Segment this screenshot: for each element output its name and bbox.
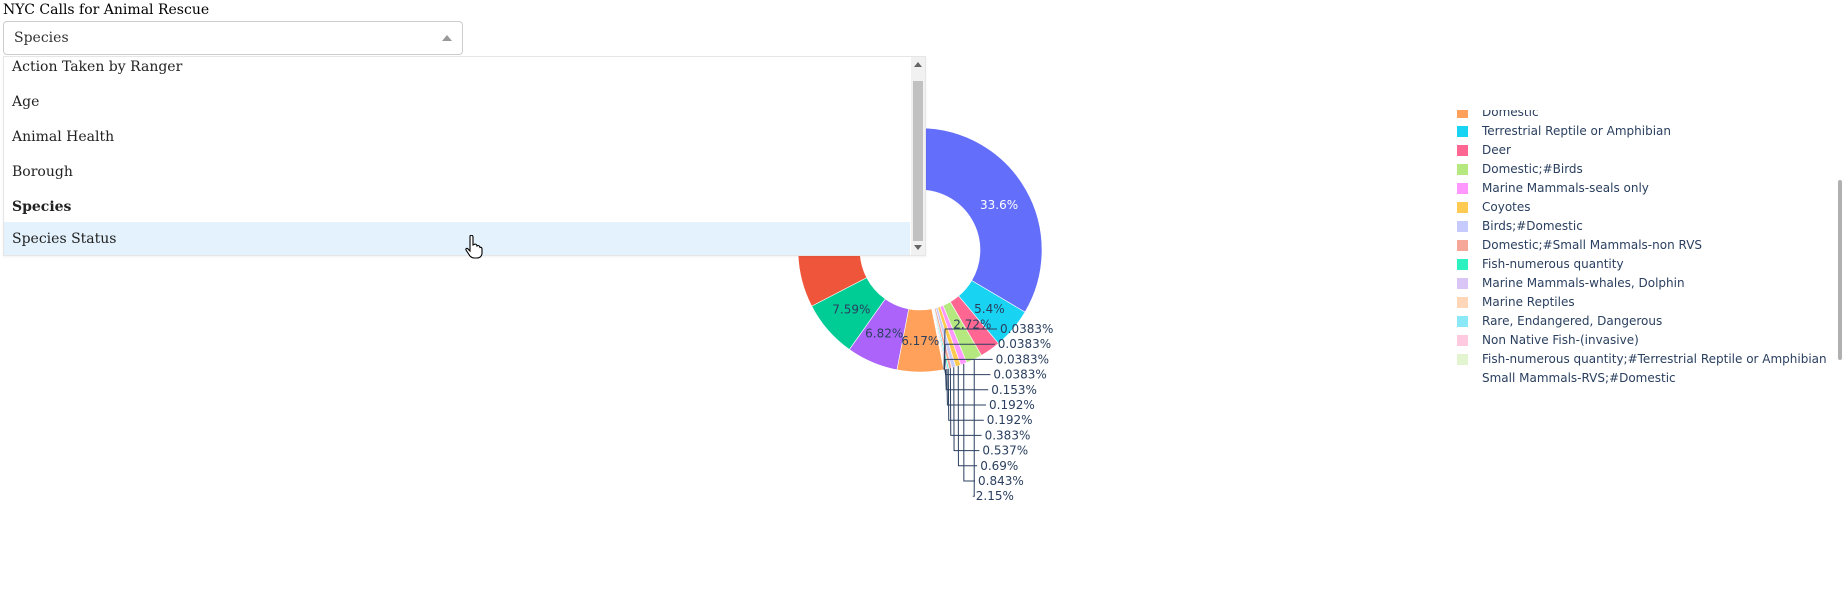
legend-label: Domestic;#Birds: [1482, 162, 1583, 176]
slice-label: 0.537%: [982, 444, 1028, 458]
legend-label: Domestic: [1482, 110, 1539, 119]
slice-label: 7.59%: [832, 303, 870, 317]
legend-swatch: [1457, 316, 1468, 327]
leader-line: [963, 363, 975, 482]
dropdown-option-age[interactable]: Age: [12, 94, 40, 110]
menu-scrollbar[interactable]: [911, 57, 925, 255]
legend-swatch: [1457, 202, 1468, 213]
legend-swatch: [1457, 354, 1468, 365]
legend-swatch: [1457, 259, 1468, 270]
scroll-thumb[interactable]: [913, 81, 923, 241]
slice-label: 0.843%: [978, 474, 1024, 488]
legend-swatch: [1457, 221, 1468, 232]
legend-swatch: [1457, 297, 1468, 308]
dropdown-option-species[interactable]: Species: [12, 199, 72, 215]
legend-swatch: [1457, 110, 1468, 118]
dropdown-menu[interactable]: Action Taken by Ranger Age Animal Health…: [3, 56, 926, 256]
leader-line: [943, 328, 997, 370]
slice-label: 2.15%: [976, 489, 1014, 503]
legend-swatch: [1457, 240, 1468, 251]
dropdown-option-action-taken[interactable]: Action Taken by Ranger: [12, 59, 183, 75]
legend-label: Terrestrial Reptile or Amphibian: [1482, 124, 1671, 138]
legend-label: Marine Mammals-seals only: [1482, 181, 1649, 195]
slice-label: 6.17%: [901, 334, 939, 348]
dropdown-selected-value: Species: [14, 30, 69, 46]
slice-label: 6.82%: [865, 327, 903, 341]
leader-line: [972, 359, 975, 497]
slice-label: 5.4%: [974, 302, 1005, 316]
leader-line: [944, 369, 991, 376]
legend-swatch: [1457, 164, 1468, 175]
leader-line: [957, 365, 978, 467]
legend-swatch: [1457, 183, 1468, 194]
legend-label: Coyotes: [1482, 200, 1531, 214]
leader-line: [946, 369, 986, 406]
dropdown-option-species-status[interactable]: Species Status: [4, 222, 910, 255]
variable-dropdown[interactable]: Species: [3, 21, 463, 55]
dropdown-option-borough[interactable]: Borough: [12, 164, 73, 180]
slice-label: 0.383%: [985, 428, 1031, 442]
legend-label: Birds;#Domestic: [1482, 219, 1583, 233]
legend-swatch: [1457, 335, 1468, 346]
leader-line: [947, 368, 984, 421]
slice-label: 2.72%: [953, 317, 991, 331]
legend-label: Marine Mammals-whales, Dolphin: [1482, 276, 1685, 290]
leader-line: [953, 367, 980, 452]
leader-line: [945, 369, 989, 391]
scroll-up-icon[interactable]: [914, 62, 922, 67]
slice-label: 0.153%: [991, 383, 1037, 397]
legend-swatch: [1457, 373, 1468, 384]
legend-label: Rare, Endangered, Dangerous: [1482, 314, 1663, 328]
chart-legend[interactable]: Domestic Terrestrial Reptile or Amphibian…: [1445, 110, 1845, 400]
slice-label: 0.192%: [989, 398, 1035, 412]
slice-label: 0.0383%: [998, 337, 1051, 351]
legend-label: Domestic;#Small Mammals-non RVS: [1482, 238, 1703, 252]
legend-swatch: [1457, 278, 1468, 289]
scroll-down-icon[interactable]: [914, 245, 922, 250]
slice-label: 0.192%: [987, 413, 1033, 427]
slice-label: 0.69%: [980, 459, 1018, 473]
legend-label: Fish-numerous quantity;#Terrestrial Rept…: [1482, 352, 1827, 366]
legend-label: Deer: [1482, 143, 1511, 157]
legend-label: Fish-numerous quantity: [1482, 257, 1624, 271]
pie-slice[interactable]: [919, 127, 1043, 313]
legend-swatch: [1457, 126, 1468, 137]
legend-label: Small Mammals-RVS;#Domestic: [1482, 371, 1676, 385]
slice-label: 0.0383%: [996, 352, 1049, 366]
dropdown-option-animal-health[interactable]: Animal Health: [12, 129, 115, 145]
leader-line: [949, 368, 982, 436]
legend-label: Marine Reptiles: [1482, 295, 1575, 309]
legend-label: Non Native Fish-(invasive): [1482, 333, 1639, 347]
app-title: NYC Calls for Animal Rescue: [3, 2, 210, 18]
legend-swatch: [1457, 145, 1468, 156]
caret-up-icon[interactable]: [442, 35, 452, 41]
slice-label: 0.0383%: [1000, 322, 1053, 336]
slice-label: 0.0383%: [993, 368, 1046, 382]
hand-cursor-icon: [465, 235, 483, 259]
slice-label: 33.6%: [980, 198, 1018, 212]
legend-scrollbar[interactable]: [1838, 180, 1842, 360]
